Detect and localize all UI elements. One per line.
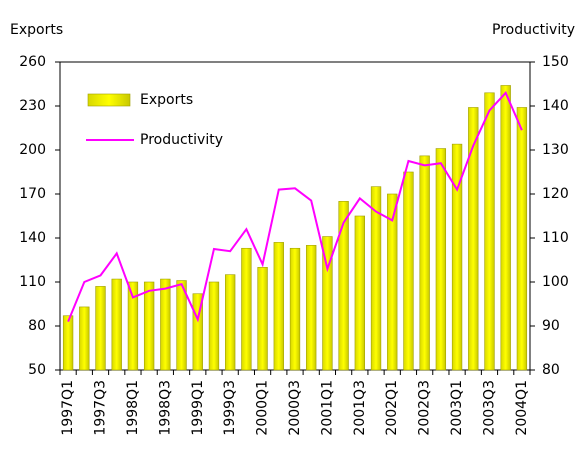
bar: [403, 171, 414, 371]
y2-tick-label: 120: [542, 186, 569, 202]
bar: [241, 247, 252, 371]
bar: [208, 281, 220, 371]
bar: [451, 143, 463, 371]
x-tick-label: 1998Q3: [157, 380, 173, 436]
bar: [435, 148, 447, 371]
legend-swatch: [87, 93, 131, 107]
bar: [354, 215, 365, 371]
legend-label: Productivity: [140, 132, 223, 148]
x-tick-label: 2002Q3: [417, 380, 433, 436]
x-tick-label: 1997Q3: [93, 380, 109, 436]
y-tick-label: 110: [19, 274, 46, 290]
x-tick-label: 1997Q1: [60, 380, 76, 436]
x-tick-label: 2001Q3: [352, 380, 368, 436]
y2-tick-label: 150: [542, 54, 569, 70]
y-tick-label: 80: [28, 318, 46, 334]
legend-label: Exports: [140, 92, 193, 108]
y-tick-label: 50: [28, 362, 46, 378]
y2-axis-title: Productivity: [492, 22, 575, 38]
bar: [95, 286, 106, 371]
bar: [273, 242, 284, 371]
y2-tick-label: 140: [542, 98, 569, 114]
y-tick-label: 260: [19, 54, 46, 70]
x-tick-label: 1999Q1: [190, 380, 206, 436]
bar: [143, 281, 155, 371]
bar: [484, 92, 495, 371]
bar: [289, 247, 301, 371]
y-tick-label: 200: [19, 142, 46, 158]
y-tick-label: 170: [19, 186, 46, 202]
bar: [500, 85, 511, 371]
x-tick-label: 2003Q3: [481, 380, 497, 436]
x-tick-label: 1999Q3: [222, 380, 238, 436]
bar: [127, 281, 139, 371]
line: [67, 90, 523, 323]
x-tick-label: 1998Q1: [125, 380, 141, 436]
y-tick-label: 140: [19, 230, 46, 246]
x-tick-label: 2003Q1: [449, 380, 465, 436]
bar: [338, 201, 349, 371]
y2-tick-label: 90: [542, 318, 560, 334]
y2-tick-label: 110: [542, 230, 569, 246]
y-axis-title: Exports: [10, 22, 63, 38]
bar: [370, 186, 382, 371]
bar: [322, 236, 333, 371]
bar: [387, 193, 398, 371]
bar: [257, 267, 268, 371]
bar: [306, 245, 317, 371]
bar: [468, 107, 479, 371]
x-tick-label: 2000Q3: [287, 380, 303, 436]
y2-tick-label: 130: [542, 142, 569, 158]
x-tick-label: 2000Q1: [255, 380, 271, 436]
y2-tick-label: 100: [542, 274, 569, 290]
bar: [192, 293, 203, 371]
bar: [111, 278, 122, 371]
x-tick-label: 2001Q1: [319, 380, 335, 436]
bar: [516, 107, 528, 371]
y2-tick-label: 80: [542, 362, 560, 378]
x-tick-label: 2002Q1: [384, 380, 400, 436]
bar: [225, 274, 236, 371]
bar: [62, 315, 74, 371]
bar: [160, 278, 171, 371]
bar: [79, 306, 90, 371]
bar: [419, 155, 430, 371]
bar: [176, 280, 187, 371]
y-tick-label: 230: [19, 98, 46, 114]
x-tick-label: 2004Q1: [514, 380, 530, 436]
